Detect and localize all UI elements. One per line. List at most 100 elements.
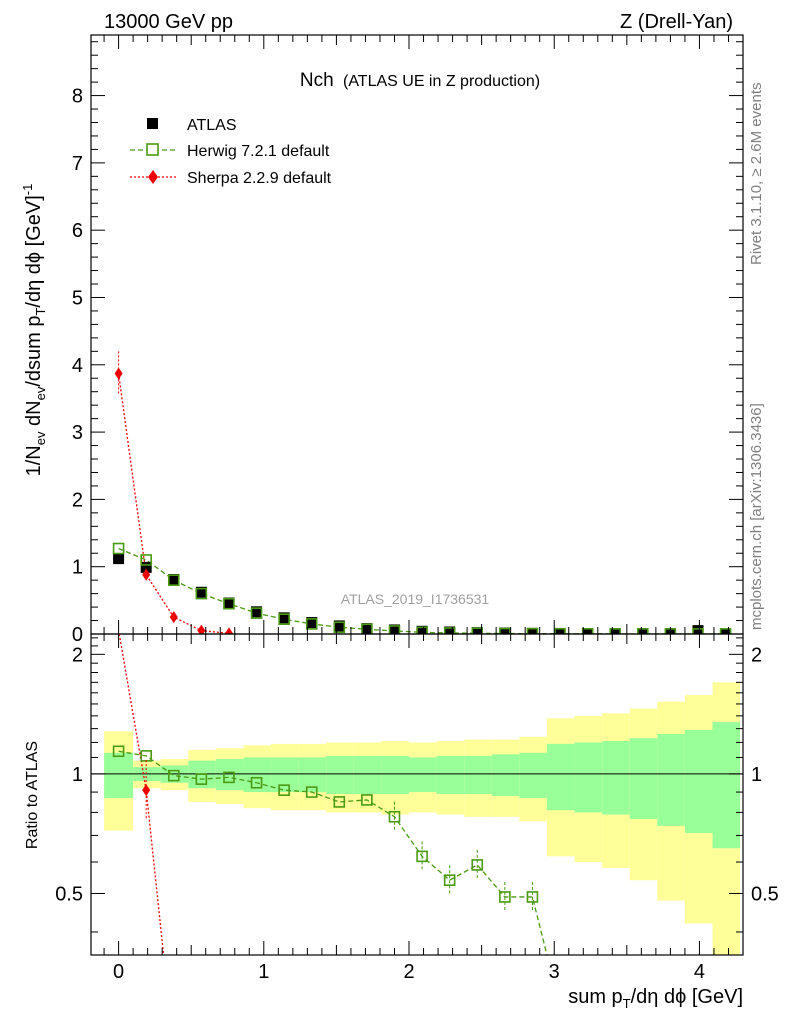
ratio-plot [112, 634, 548, 955]
legend-label-sherpa: Sherpa 2.2.9 default [187, 170, 332, 187]
ratio-band-inner [546, 743, 575, 811]
uncertainty-bands [91, 682, 743, 955]
ratio-herwig-point [388, 810, 401, 823]
chart-title: Nch (ATLAS UE in Z production) [300, 70, 540, 91]
sherpa-point [224, 627, 233, 634]
ratio-band-inner [243, 757, 272, 793]
herwig-point [305, 618, 318, 630]
ratio-herwig-point [305, 786, 318, 798]
sherpa-line [117, 373, 230, 634]
main-y-axis-label: 1/Nev dNev/dsum pT/dη dϕ [GeV]-1 [20, 184, 48, 477]
atlas-point [554, 627, 566, 634]
legend: ATLAS Herwig 7.2.1 default Sherpa 2.2.9 … [130, 117, 332, 187]
atlas-point [168, 573, 180, 585]
ratio-herwig-point [361, 794, 373, 806]
atlas-point [195, 586, 207, 598]
ratio-sherpa-line [118, 634, 165, 955]
side-label-rivet: Rivet 3.1.10, ≥ 2.6M events [748, 83, 765, 266]
atlas-point [333, 620, 345, 632]
ratio-herwig-point [195, 773, 208, 785]
herwig-point [471, 627, 484, 634]
x-tick-label: 2 [403, 961, 414, 983]
x-axis-label: sum pT/dη dϕ [GeV] [568, 986, 743, 1011]
herwig-point [278, 613, 290, 625]
atlas-point [416, 625, 428, 634]
ratio-band-inner [409, 757, 437, 793]
ratio-herwig-point [471, 859, 484, 871]
ratio-band-inner [326, 755, 354, 794]
ratio-band-inner [519, 752, 547, 798]
legend-label-atlas: ATLAS [187, 117, 237, 134]
atlas-point [251, 606, 263, 618]
atlas-point [306, 617, 318, 629]
ratio-band-inner [104, 752, 134, 798]
atlas-point [499, 627, 511, 634]
atlas-point [471, 627, 483, 634]
legend-marker-herwig [146, 143, 159, 156]
x-tick-label: 1 [258, 961, 269, 983]
ratio-band-inner [464, 755, 492, 794]
sherpa-point [169, 611, 178, 624]
herwig-point [416, 626, 428, 634]
ratio-band-inner [712, 722, 741, 849]
ratio-y-tick-label-right: 2 [751, 644, 762, 666]
ratio-band-inner [491, 754, 520, 796]
ratio-y-tick-label-right: 0.5 [751, 883, 779, 905]
ratio-herwig-point [443, 874, 456, 886]
main-y-tick-label: 2 [72, 489, 83, 511]
ratio-band-inner [602, 741, 630, 815]
herwig-point [388, 625, 401, 634]
main-y-tick-label: 5 [72, 287, 83, 309]
herwig-point [112, 542, 125, 555]
ratio-herwig-point [526, 891, 539, 903]
main-y-tick-label: 1 [72, 557, 83, 579]
atlas-point [720, 628, 732, 634]
herwig-point [443, 627, 456, 634]
chart-subtitle: (ATLAS UE in Z production) [343, 73, 540, 90]
x-tick-label: 4 [694, 961, 705, 983]
atlas-point [582, 628, 594, 634]
side-label-mcplots: mcplots.cern.ch [arXiv:1306.3436] [748, 403, 765, 630]
legend-marker-sherpa [148, 170, 158, 184]
ratio-y-tick-label: 2 [72, 644, 83, 666]
main-y-tick-label: 7 [72, 153, 83, 175]
ratio-band-inner [657, 734, 685, 826]
axis-ticks: 0 1 2 3 4 5 6 7 8 0 1 2 3 4 0.5 0.5 1 1 2 2 [55, 35, 779, 983]
ratio-y-tick-label: 0.5 [55, 883, 83, 905]
ratio-band-inner [436, 755, 465, 794]
atlas-point [609, 628, 621, 634]
main-y-tick-label: 8 [72, 86, 83, 108]
ratio-herwig-point [499, 891, 511, 903]
atlas-point [223, 597, 235, 609]
ratio-band-inner [684, 729, 713, 833]
atlas-point [526, 627, 538, 634]
ratio-plot-frame [90, 633, 744, 956]
ratio-herwig-point [278, 784, 290, 796]
herwig-point [250, 607, 263, 619]
sherpa-point [114, 367, 123, 380]
ratio-series [112, 634, 548, 955]
ratio-band-inner [629, 738, 658, 819]
legend-label-herwig: Herwig 7.2.1 default [187, 143, 330, 160]
ratio-band-inner [271, 757, 299, 793]
ratio-herwig-point [250, 776, 263, 789]
herwig-point [140, 554, 152, 566]
ratio-y-tick-label: 1 [72, 764, 83, 786]
ratio-sherpa-point [142, 784, 151, 797]
main-y-tick-label: 0 [72, 624, 83, 646]
chart-title-main: Nch [300, 70, 334, 91]
x-tick-label: 3 [549, 961, 560, 983]
sherpa-point [142, 568, 151, 581]
header-right: Z (Drell-Yan) [620, 11, 733, 33]
watermark: ATLAS_2019_I1736531 [341, 591, 490, 607]
main-gridless-plot [112, 351, 732, 634]
atlas-point [113, 553, 125, 565]
ratio-herwig-point [223, 771, 235, 784]
ratio-herwig-point [112, 745, 125, 758]
main-series [112, 351, 732, 634]
ratio-herwig-point [167, 769, 180, 782]
x-tick-label: 0 [113, 961, 124, 983]
atlas-point [278, 612, 290, 624]
sherpa-point [197, 624, 206, 634]
